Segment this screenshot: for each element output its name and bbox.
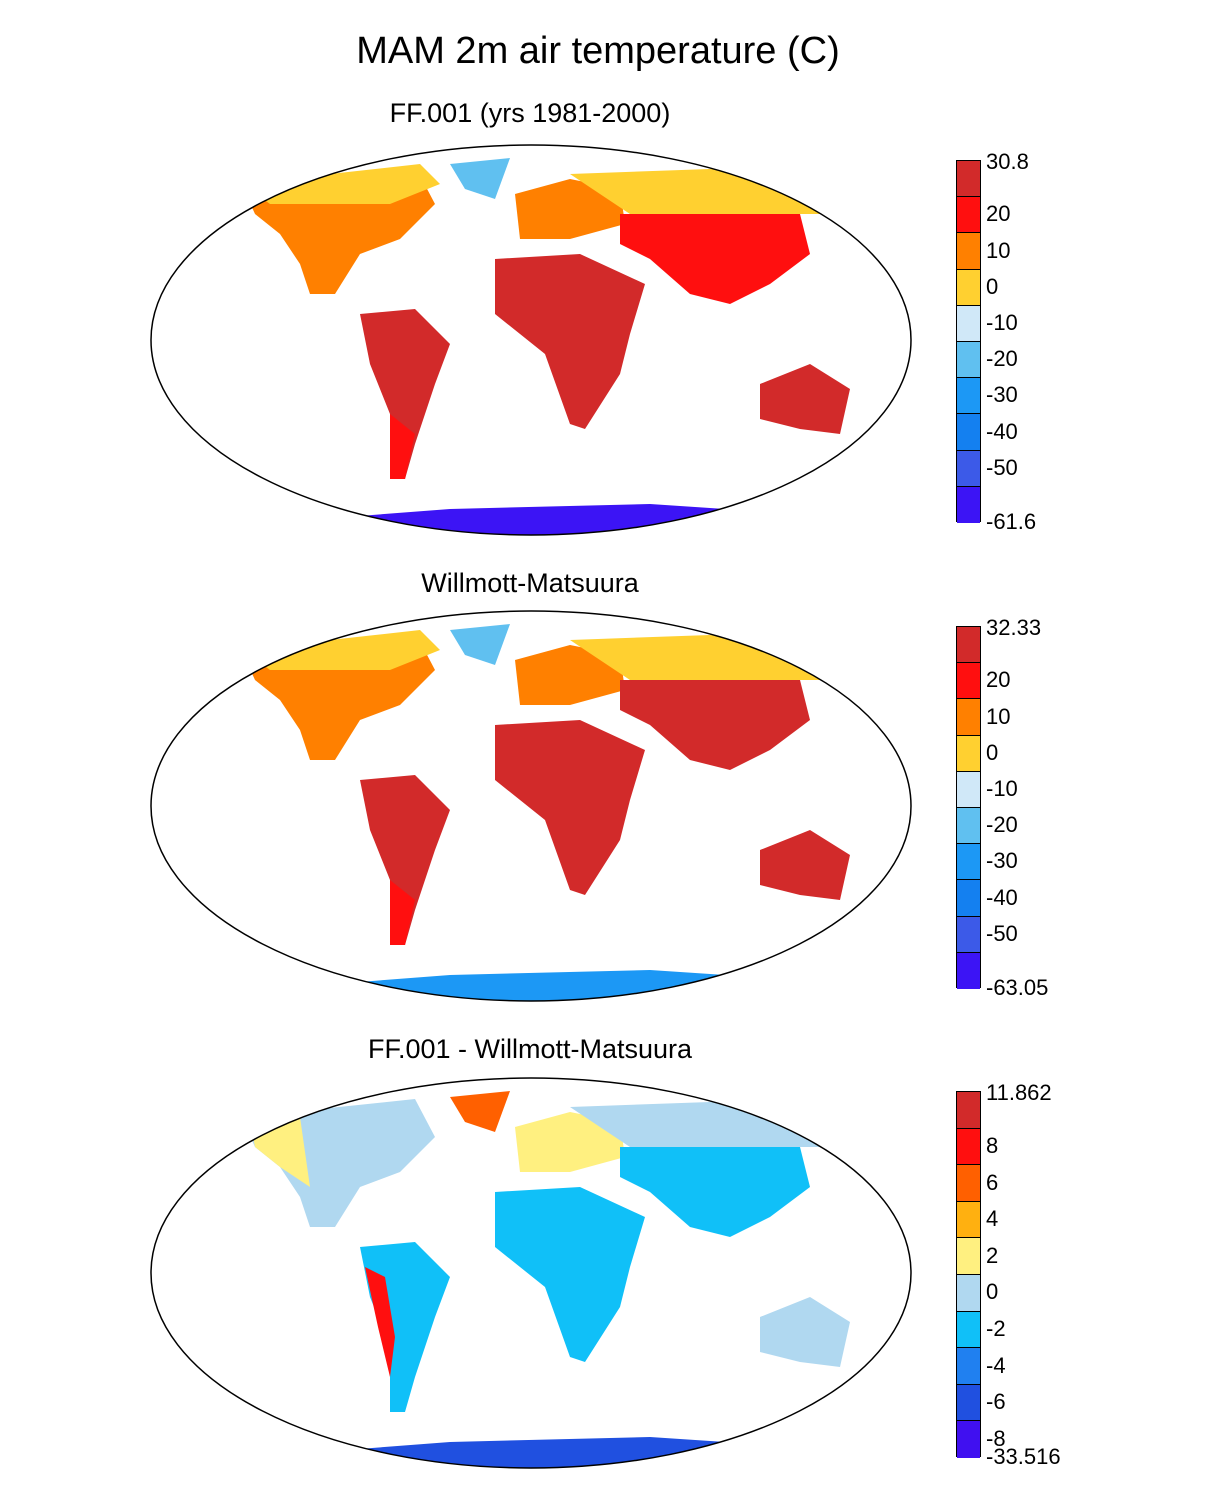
africa-land <box>495 254 645 429</box>
colorbar-segment <box>957 1384 980 1422</box>
colorbar-tick-label: 10 <box>986 237 1011 263</box>
colorbar-tick-label: 2 <box>986 1242 999 1268</box>
colorbar-segment <box>957 952 980 989</box>
north-america-west <box>250 1117 310 1187</box>
colorbar-tick-label: -2 <box>986 1315 1006 1341</box>
colorbar-panel-1 <box>956 160 981 523</box>
africa-land <box>495 1187 645 1362</box>
map-panel-3 <box>150 1077 912 1469</box>
colorbar-tick-label: -50 <box>986 920 1018 946</box>
europe-land <box>515 179 625 239</box>
colorbar-tick-label: -40 <box>986 884 1018 910</box>
colorbar-tick-label: -8 <box>986 1425 1006 1451</box>
colorbar-segment <box>957 1311 980 1349</box>
map-panel-2 <box>150 610 912 1002</box>
australia-land <box>760 830 850 900</box>
colorbar-segment <box>957 1421 980 1458</box>
colorbar-tick-label: -61.6 <box>986 509 1037 534</box>
greenland <box>450 158 510 199</box>
colorbar-tick-label: -4 <box>986 1352 1006 1378</box>
colorbar-tick-label: -10 <box>986 309 1018 335</box>
colorbar-tick-label: 0 <box>986 739 999 765</box>
europe-land <box>515 645 625 705</box>
colorbar-segment <box>957 1238 980 1275</box>
colorbar-tick-label: 20 <box>986 667 1011 693</box>
colorbar-segment <box>957 844 980 881</box>
colorbar-segment <box>957 1092 980 1129</box>
colorbar-tick-label: -20 <box>986 346 1018 372</box>
colorbar-tick-label: -6 <box>986 1389 1006 1415</box>
panel-title-2: Willmott-Matsuura <box>421 568 639 598</box>
colorbar-tick-label: -63.05 <box>986 975 1049 1000</box>
colorbar-segment <box>957 771 980 808</box>
colorbar-panel-3 <box>956 1091 981 1458</box>
colorbar-segment <box>957 916 980 953</box>
colorbar-tick-label: -33.516 <box>986 1444 1061 1469</box>
australia-land <box>760 364 850 434</box>
colorbar-segment <box>957 269 980 306</box>
colorbar-segment <box>957 197 980 234</box>
colorbar-segment <box>957 735 980 772</box>
colorbar-segment <box>957 305 980 342</box>
greenland <box>450 624 510 665</box>
colorbar-segment <box>957 1274 980 1312</box>
colorbar-tick-label: 0 <box>986 273 999 299</box>
colorbar-tick-label: -40 <box>986 418 1018 444</box>
colorbar-tick-label: -30 <box>986 848 1018 874</box>
colorbar-segment <box>957 1128 980 1166</box>
figure-title: MAM 2m air temperature (C) <box>356 30 840 72</box>
colorbar-segment <box>957 1201 980 1239</box>
colorbar-segment <box>957 1165 980 1202</box>
north-america-north <box>250 630 440 670</box>
colorbar-tick-label: 20 <box>986 201 1011 227</box>
asia-land <box>620 680 810 770</box>
colorbar-tick-label: 8 <box>986 1132 999 1158</box>
north-america-land <box>245 1099 435 1227</box>
colorbar-segment <box>957 233 980 270</box>
colorbar-tick-label: -20 <box>986 812 1018 838</box>
colorbar-tick-label: 6 <box>986 1169 999 1195</box>
south-america-land <box>360 309 450 479</box>
panel-title-1: FF.001 (yrs 1981-2000) <box>389 98 671 128</box>
colorbar-segment <box>957 807 980 845</box>
greenland <box>450 1091 510 1132</box>
australia-land <box>760 1297 850 1367</box>
asia-land <box>620 1147 810 1237</box>
asia-land <box>620 214 810 304</box>
colorbar-tick-label: 10 <box>986 703 1011 729</box>
colorbar-segment <box>957 341 980 379</box>
south-america-south <box>390 880 415 945</box>
north-america-north <box>250 164 440 204</box>
africa-land <box>495 720 645 895</box>
map-panel-1 <box>150 144 912 536</box>
south-america-land <box>360 1242 450 1412</box>
colorbar-tick-label: -50 <box>986 454 1018 480</box>
colorbar-tick-label: 11.862 <box>986 1080 1052 1105</box>
colorbar-tick-label: 30.8 <box>986 149 1029 174</box>
colorbar-segment <box>957 1348 980 1385</box>
colorbar-segment <box>957 663 980 700</box>
colorbar-panel-2 <box>956 626 981 989</box>
colorbar-segment <box>957 627 980 664</box>
south-america-land <box>360 775 450 945</box>
europe-land <box>515 1112 625 1172</box>
colorbar-tick-label: -10 <box>986 775 1018 801</box>
colorbar-segment <box>957 486 980 523</box>
colorbar-segment <box>957 378 980 415</box>
colorbar-segment <box>957 880 980 917</box>
colorbar-tick-label: 4 <box>986 1206 999 1232</box>
colorbar-segment <box>957 450 980 487</box>
panel-title-3: FF.001 - Willmott-Matsuura <box>367 1034 693 1064</box>
colorbar-segment <box>957 161 980 198</box>
colorbar-tick-label: 0 <box>986 1279 999 1305</box>
colorbar-tick-label: -30 <box>986 382 1018 408</box>
colorbar-segment <box>957 699 980 736</box>
south-america-south <box>390 414 415 479</box>
colorbar-tick-label: 32.33 <box>986 615 1042 640</box>
andes <box>365 1267 395 1377</box>
colorbar-segment <box>957 414 980 451</box>
